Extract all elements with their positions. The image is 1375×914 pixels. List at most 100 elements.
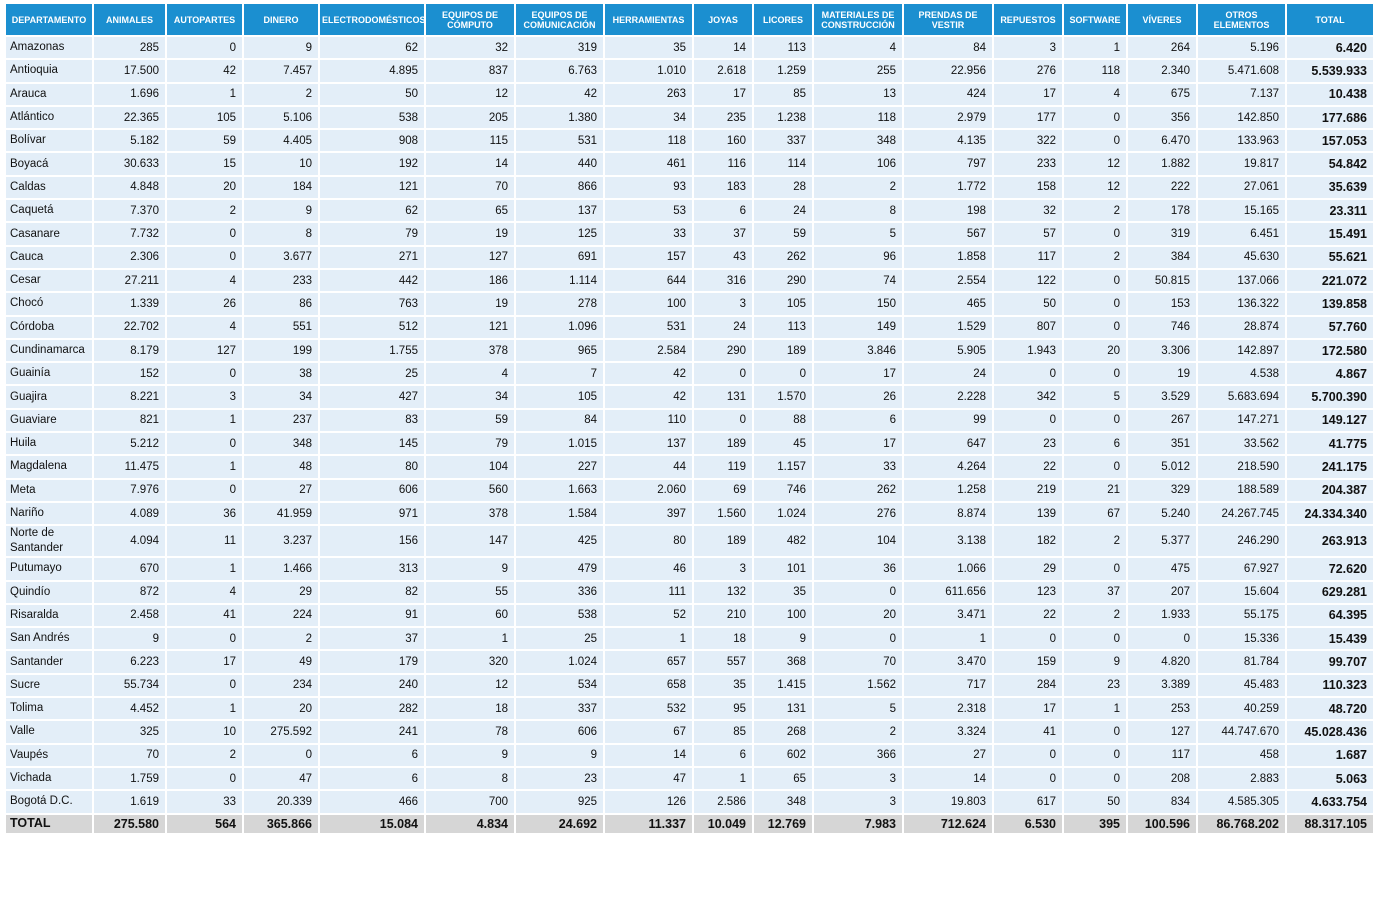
value-cell: 1.238 [754,106,812,129]
value-cell: 2.318 [904,698,992,720]
value-cell: 177.686 [1287,106,1373,129]
value-cell: 15.165 [1198,200,1285,222]
value-cell: 37 [694,223,752,245]
value-cell: 5.683.694 [1198,386,1285,408]
department-cell: Boyacá [6,153,92,175]
value-cell: 1.114 [516,269,603,292]
value-cell: 2 [1064,526,1126,557]
total-cell: 24.692 [516,814,603,833]
value-cell: 104 [426,456,514,478]
value-cell: 2 [814,176,902,199]
value-cell: 4 [426,363,514,385]
value-cell: 320 [426,651,514,673]
value-cell: 22 [994,456,1062,478]
value-cell: 222 [1128,176,1196,199]
value-cell: 119 [694,456,752,478]
value-cell: 33.562 [1198,433,1285,455]
table-row: Chocó 1.339 26 86 763 19 278 100 3 105 150 465 50 0 15… [6,293,1373,315]
value-cell: 8 [244,223,318,245]
value-cell: 3 [814,791,902,813]
value-cell: 316 [694,269,752,292]
value-cell: 80 [605,526,692,557]
value-cell: 10.438 [1287,83,1373,105]
value-cell: 74 [814,269,902,292]
header-cell: REPUESTOS [994,4,1062,35]
value-cell: 85 [754,83,812,105]
value-cell: 1.380 [516,106,603,129]
table-row: Risaralda 2.458 41 224 91 60 538 52 210 100 20 3.47… [6,604,1373,627]
value-cell: 18 [426,698,514,720]
value-cell: 33 [814,456,902,478]
value-cell: 0 [814,581,902,603]
value-cell: 113 [754,316,812,338]
value-cell: 5.377 [1128,526,1196,557]
header-cell: DINERO [244,4,318,35]
value-cell: 0 [694,409,752,432]
value-cell: 255 [814,60,902,82]
total-cell: 12.769 [754,814,812,833]
table-row: Nariño 4.089 36 41.959 971 378 1.584 397 1.560 1.… [6,502,1373,525]
value-cell: 3.138 [904,526,992,557]
value-cell: 208 [1128,767,1196,790]
value-cell: 378 [426,339,514,362]
value-cell: 606 [516,721,603,743]
value-cell: 746 [754,479,812,501]
value-cell: 0 [1064,721,1126,743]
value-cell: 0 [167,479,242,501]
value-cell: 534 [516,674,603,697]
value-cell: 8.874 [904,502,992,525]
value-cell: 263 [605,83,692,105]
value-cell: 67 [605,721,692,743]
department-cell: Tolima [6,698,92,720]
table-row: Cesar 27.211 4 233 442 186 1.114 644 316 290 74 2.5… [6,269,1373,292]
value-cell: 1.943 [994,339,1062,362]
value-cell: 47 [605,767,692,790]
value-cell: 246.290 [1198,526,1285,557]
value-cell: 657 [605,651,692,673]
value-cell: 4.264 [904,456,992,478]
value-cell: 37 [320,628,424,650]
value-cell: 17.500 [94,60,165,82]
value-cell: 821 [94,409,165,432]
value-cell: 290 [694,339,752,362]
value-cell: 131 [754,698,812,720]
value-cell: 3.470 [904,651,992,673]
total-cell: 88.317.105 [1287,814,1373,833]
value-cell: 50 [320,83,424,105]
header-cell: LICORES [754,4,812,35]
value-cell: 105 [754,293,812,315]
value-cell: 241.175 [1287,456,1373,478]
value-cell: 96 [814,246,902,268]
value-cell: 319 [1128,223,1196,245]
value-cell: 0 [167,246,242,268]
value-cell: 159 [994,651,1062,673]
table-row: Guajira 8.221 3 34 427 34 105 42 131 1.570 26 2.228… [6,386,1373,408]
department-cell: Caldas [6,176,92,199]
value-cell: 1.010 [605,60,692,82]
value-cell: 0 [167,767,242,790]
value-cell: 24 [754,200,812,222]
department-cell: Magdalena [6,456,92,478]
data-table: DEPARTAMENTO ANIMALES AUTOPARTES DINERO ELEC… [4,2,1375,835]
value-cell: 4.867 [1287,363,1373,385]
value-cell: 110.323 [1287,674,1373,697]
value-cell: 46 [605,558,692,580]
value-cell: 177 [994,106,1062,129]
department-cell: Guajira [6,386,92,408]
value-cell: 27.211 [94,269,165,292]
value-cell: 122 [994,269,1062,292]
value-cell: 4.895 [320,60,424,82]
value-cell: 397 [605,502,692,525]
value-cell: 971 [320,502,424,525]
value-cell: 189 [694,433,752,455]
value-cell: 9 [244,200,318,222]
value-cell: 126 [605,791,692,813]
value-cell: 807 [994,316,1062,338]
value-cell: 834 [1128,791,1196,813]
department-cell: Sucre [6,674,92,697]
value-cell: 186 [426,269,514,292]
value-cell: 32 [426,37,514,59]
total-row: TOTAL 275.580 564 365.866 15.084 4.834 24.692 1… [6,814,1373,833]
value-cell: 4.094 [94,526,165,557]
value-cell: 70 [814,651,902,673]
